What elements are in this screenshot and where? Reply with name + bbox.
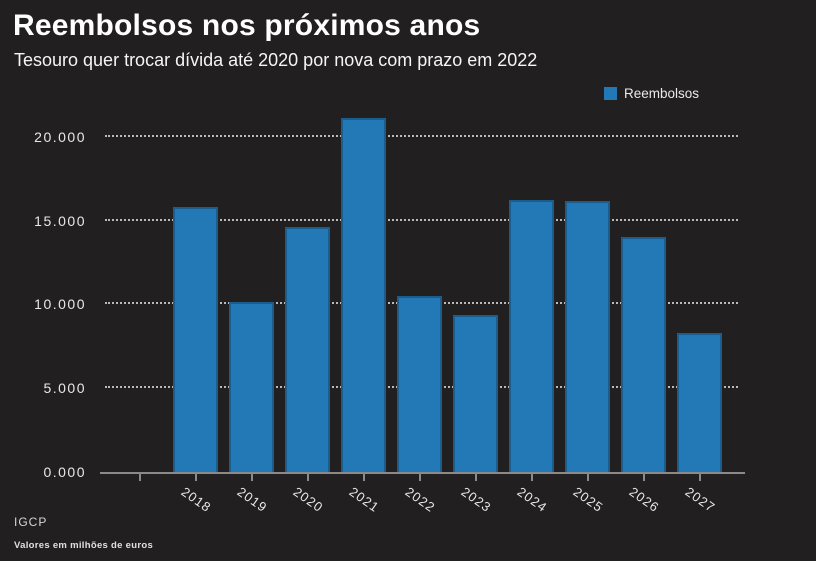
legend-label: Reembolsos <box>624 86 700 101</box>
x-tick-label-2025: 2025 <box>569 484 606 516</box>
x-tick-label-2027: 2027 <box>681 484 718 516</box>
x-tick-label-2024: 2024 <box>513 484 550 516</box>
x-axis-tick-lead <box>138 474 141 481</box>
x-tick-label-2018: 2018 <box>177 484 214 516</box>
bar-2026 <box>621 237 666 472</box>
bar-2018 <box>173 207 218 472</box>
x-tick-label-2021: 2021 <box>345 484 382 516</box>
x-axis-tick-2018 <box>194 474 197 481</box>
x-tick-label-2022: 2022 <box>401 484 438 516</box>
x-tick-label-2023: 2023 <box>457 484 494 516</box>
x-axis-tick-2027 <box>698 474 701 481</box>
x-tick-label-2019: 2019 <box>233 484 270 516</box>
unit-note: Valores em milhões de euros <box>14 540 154 551</box>
gridline-15000 <box>105 218 738 221</box>
legend-swatch-icon <box>604 87 617 100</box>
source-credit: IGCP <box>14 515 48 529</box>
x-axis-tick-2025 <box>586 474 589 481</box>
x-axis-tick-2019 <box>250 474 253 481</box>
x-tick-label-2020: 2020 <box>289 484 326 516</box>
x-axis-line <box>100 472 745 474</box>
bar-2022 <box>397 296 442 472</box>
x-axis-tick-2021 <box>362 474 365 481</box>
x-axis-tick-2024 <box>530 474 533 481</box>
chart-title: Reembolsos nos próximos anos <box>13 9 481 42</box>
x-axis-tick-2026 <box>642 474 645 481</box>
bar-2027 <box>677 332 722 472</box>
bar-2020 <box>285 227 330 472</box>
bar-2024 <box>509 199 554 472</box>
gridline-20000 <box>105 134 738 137</box>
x-tick-label-2026: 2026 <box>625 484 662 516</box>
y-tick-label-0: 0.000 <box>43 464 86 480</box>
chart-subtitle: Tesouro quer trocar dívida até 2020 por … <box>14 50 538 70</box>
x-axis-tick-2022 <box>418 474 421 481</box>
bar-2025 <box>565 200 610 472</box>
y-tick-label-10000: 10.000 <box>34 296 86 313</box>
y-tick-label-15000: 15.000 <box>34 212 86 229</box>
bar-2019 <box>229 301 274 472</box>
bar-2023 <box>453 315 498 472</box>
y-tick-label-20000: 20.000 <box>34 128 86 145</box>
x-axis-tick-2023 <box>474 474 477 481</box>
y-tick-label-5000: 5.000 <box>43 380 86 397</box>
legend: Reembolsos <box>604 86 699 101</box>
bar-2021 <box>341 118 386 472</box>
plot-area <box>100 110 745 481</box>
x-axis-tick-2020 <box>306 474 309 481</box>
